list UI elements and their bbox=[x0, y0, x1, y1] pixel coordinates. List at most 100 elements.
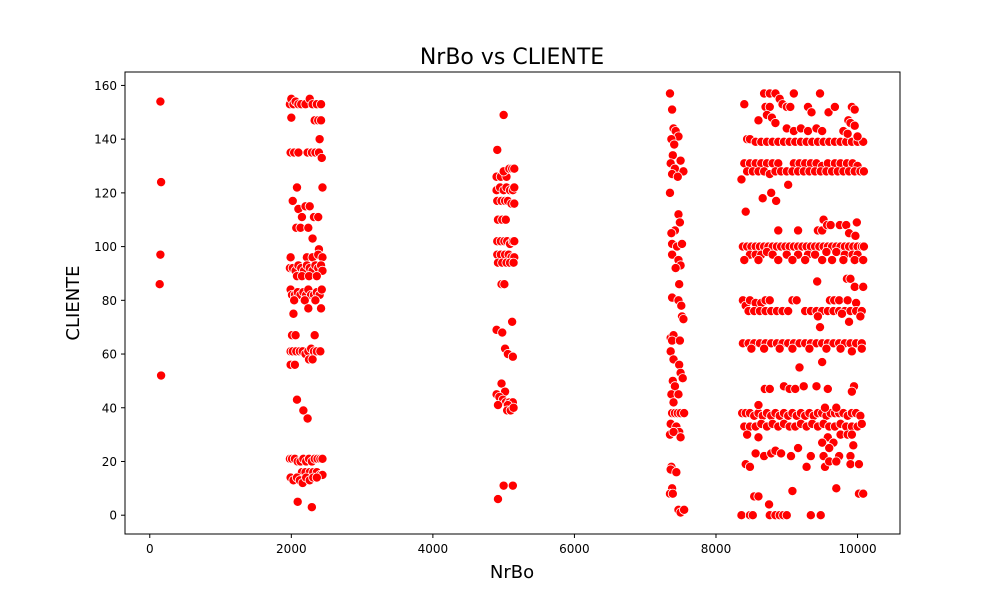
data-point bbox=[673, 209, 684, 220]
data-point bbox=[855, 410, 866, 421]
x-tick-label: 4000 bbox=[418, 542, 449, 556]
data-point bbox=[313, 212, 324, 223]
data-point bbox=[293, 147, 304, 158]
data-point bbox=[802, 126, 813, 137]
data-point bbox=[303, 222, 314, 233]
data-point bbox=[831, 483, 842, 494]
data-point bbox=[668, 426, 679, 437]
data-point bbox=[156, 370, 167, 381]
data-point bbox=[742, 429, 753, 440]
y-tick-label: 160 bbox=[94, 79, 117, 93]
data-point bbox=[317, 182, 328, 193]
data-point bbox=[776, 448, 787, 459]
data-point bbox=[311, 472, 322, 483]
data-point bbox=[492, 400, 503, 411]
data-point bbox=[849, 255, 860, 266]
data-point bbox=[804, 343, 815, 354]
data-point bbox=[858, 255, 869, 266]
data-point bbox=[846, 346, 857, 357]
data-point bbox=[679, 408, 690, 419]
data-point bbox=[677, 238, 688, 249]
data-point bbox=[155, 96, 166, 107]
data-point bbox=[785, 101, 796, 112]
data-point bbox=[302, 413, 313, 424]
data-point bbox=[679, 504, 690, 515]
data-point bbox=[753, 115, 764, 126]
data-point bbox=[819, 402, 830, 413]
data-point bbox=[509, 198, 520, 209]
data-point bbox=[851, 217, 862, 228]
x-tick-label: 2000 bbox=[276, 542, 307, 556]
data-point bbox=[753, 255, 764, 266]
data-point bbox=[155, 249, 166, 260]
data-point bbox=[783, 179, 794, 190]
data-point bbox=[793, 225, 804, 236]
data-point bbox=[805, 510, 816, 521]
data-point bbox=[815, 88, 826, 99]
data-point bbox=[739, 99, 750, 110]
data-point bbox=[825, 220, 836, 231]
data-point bbox=[676, 300, 687, 311]
data-point bbox=[666, 228, 677, 239]
data-point bbox=[303, 303, 314, 314]
data-point bbox=[304, 201, 315, 212]
data-point bbox=[736, 174, 747, 185]
y-tick-label: 100 bbox=[94, 240, 117, 254]
y-tick-label: 60 bbox=[102, 348, 117, 362]
data-point bbox=[750, 448, 761, 459]
data-point bbox=[766, 187, 777, 198]
data-point bbox=[306, 502, 317, 513]
data-point bbox=[793, 443, 804, 454]
data-point bbox=[500, 214, 511, 225]
data-point bbox=[492, 494, 503, 505]
data-point bbox=[773, 225, 784, 236]
data-point bbox=[764, 295, 775, 306]
data-point bbox=[291, 182, 302, 193]
data-point bbox=[671, 467, 682, 478]
data-point bbox=[316, 99, 327, 110]
y-axis-ticks: 0 20 40 60 80 100 120 140 160 bbox=[94, 79, 125, 523]
data-point bbox=[507, 480, 518, 491]
data-point bbox=[674, 279, 685, 290]
data-point bbox=[848, 440, 859, 451]
data-point bbox=[849, 104, 860, 115]
data-point bbox=[507, 316, 518, 327]
data-point bbox=[292, 496, 303, 507]
data-point bbox=[787, 343, 798, 354]
data-point bbox=[817, 437, 828, 448]
data-point bbox=[507, 351, 518, 362]
x-axis-ticks: 0 2000 4000 6000 8000 10000 bbox=[146, 534, 877, 556]
data-point bbox=[673, 389, 684, 400]
data-point bbox=[774, 343, 785, 354]
scatter-points bbox=[154, 88, 869, 521]
data-point bbox=[781, 510, 792, 521]
data-point bbox=[289, 295, 300, 306]
data-point bbox=[822, 383, 833, 394]
data-point bbox=[821, 246, 832, 257]
data-point bbox=[812, 311, 823, 322]
x-tick-label: 6000 bbox=[559, 542, 590, 556]
data-point bbox=[675, 155, 686, 166]
data-point bbox=[844, 316, 855, 327]
data-point bbox=[817, 126, 828, 137]
data-point bbox=[853, 459, 864, 470]
data-point bbox=[509, 182, 520, 193]
data-point bbox=[664, 88, 675, 99]
data-point bbox=[678, 314, 689, 325]
data-point bbox=[747, 510, 758, 521]
data-point bbox=[674, 217, 685, 228]
data-point bbox=[849, 281, 860, 292]
data-point bbox=[855, 311, 866, 322]
data-point bbox=[316, 284, 327, 295]
data-point bbox=[798, 381, 809, 392]
data-point bbox=[812, 276, 823, 287]
data-point bbox=[800, 255, 811, 266]
data-point bbox=[791, 295, 802, 306]
data-point bbox=[315, 346, 326, 357]
y-tick-label: 20 bbox=[102, 455, 117, 469]
data-point bbox=[675, 432, 686, 443]
data-point bbox=[801, 461, 812, 472]
data-point bbox=[746, 343, 757, 354]
data-point bbox=[736, 510, 747, 521]
